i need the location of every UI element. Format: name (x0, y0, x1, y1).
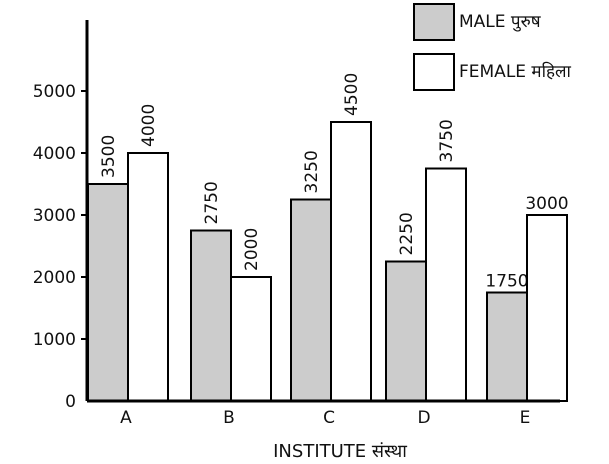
legend-swatch-male (413, 3, 455, 41)
data-label: 4500 (342, 73, 362, 116)
legend-label-male: MALE पुरुष (459, 12, 542, 32)
y-tick-label: 5000 (33, 82, 76, 102)
bar-male-D (385, 260, 427, 402)
x-tick-label: C (323, 408, 335, 428)
bar-female-A (127, 152, 169, 402)
bar-female-D (425, 167, 467, 402)
y-tick-label: 0 (65, 392, 76, 412)
bar-male-C (290, 198, 332, 402)
x-axis-title: INSTITUTE संस्था (273, 441, 407, 462)
bar-male-B (190, 229, 232, 402)
x-tick-label: E (520, 408, 531, 428)
x-tick-label: B (223, 408, 235, 428)
data-label: 1750 (485, 272, 528, 292)
x-tick-label: A (120, 408, 132, 428)
y-tick-label: 3000 (33, 206, 76, 226)
bar-male-A (87, 183, 129, 402)
data-label: 4000 (139, 104, 159, 147)
bar-male-E (486, 291, 528, 402)
y-tick-label: 4000 (33, 144, 76, 164)
y-tick-label: 2000 (33, 268, 76, 288)
legend-label-female: FEMALE महिला (459, 61, 572, 82)
y-axis: 0 1000 2000 3000 4000 5000 (33, 20, 89, 412)
bar-female-B (230, 276, 272, 402)
data-label: 3750 (437, 119, 457, 162)
data-label: 2750 (202, 181, 222, 224)
bar-female-E (526, 214, 568, 402)
x-tick-label: D (417, 408, 430, 428)
x-axis: A B C D E (87, 399, 560, 428)
data-label: 2000 (242, 228, 262, 271)
data-label: 3500 (99, 135, 119, 178)
y-tick-label: 1000 (33, 330, 76, 350)
data-label: 3250 (302, 150, 322, 193)
legend-swatch-female (413, 53, 455, 91)
bars: 3500 4000 2750 2000 3250 4500 2250 3750 1750 3000 (87, 73, 569, 402)
data-label: 2250 (397, 212, 417, 255)
bar-female-C (330, 121, 372, 402)
data-label: 3000 (525, 194, 568, 214)
legend: MALE पुरुष FEMALE महिला (413, 3, 572, 91)
